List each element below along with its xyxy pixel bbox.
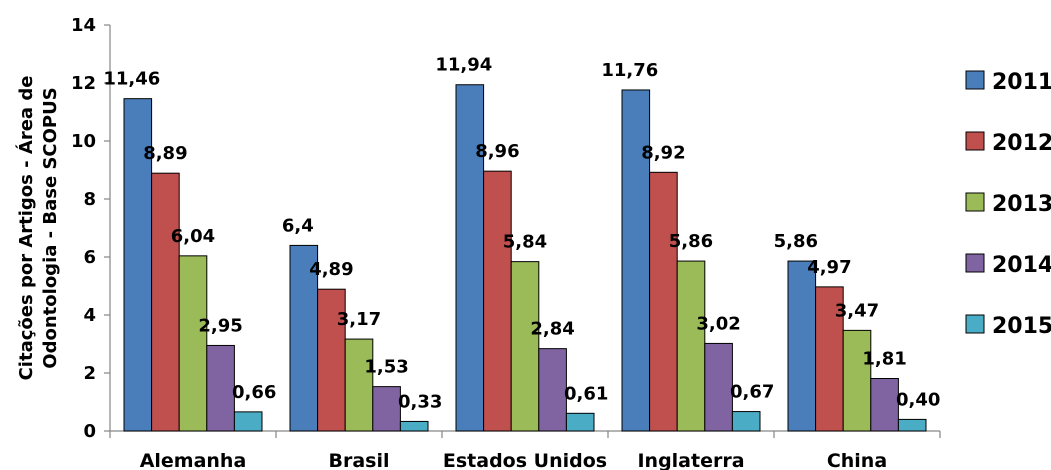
data-label-china-2012: 4,97 [807,257,851,278]
bar-alemanha-2014 [206,344,235,432]
data-label-estados-unidos-2013: 5,84 [503,232,547,253]
bar-inglaterra-2013 [676,260,706,432]
legend-swatch-2011 [965,70,985,90]
x-tick-label-china: China [827,450,887,470]
data-label-inglaterra-2015: 0,67 [730,382,774,403]
bars [123,84,927,432]
bar-inglaterra-2014 [704,342,733,432]
legend-label-2015: 2015 [992,314,1051,339]
data-label-inglaterra-2014: 3,02 [696,313,740,334]
data-label-estados-unidos-2014: 2,84 [530,319,574,340]
data-label-china-2015: 0,40 [896,389,940,410]
bar-brasil-2012 [317,288,346,432]
y-axis-title-line: Odontologia - Base SCOPUS [40,87,61,368]
data-label-alemanha-2015: 0,66 [232,382,276,403]
y-axis-title-line: Citações por Artigos - Área de [15,76,37,381]
legend-swatch-2015 [965,314,985,334]
y-tick-label: 6 [83,247,96,268]
data-label-inglaterra-2011: 11,76 [601,60,658,81]
data-label-brasil-2015: 0,33 [398,391,442,412]
data-label-brasil-2012: 4,89 [309,259,353,280]
bar-estados-unidos-2015 [565,412,595,432]
y-tick-label: 2 [83,363,96,384]
x-tick-label-brasil: Brasil [328,450,389,470]
data-label-china-2014: 1,81 [862,349,906,370]
data-label-estados-unidos-2012: 8,96 [475,141,519,162]
bar-china-2013 [842,329,872,432]
legend: 2011 2012 2013 2014 2015 [965,70,1051,339]
y-tick-label: 4 [83,305,96,326]
bar-china-2014 [870,378,899,432]
legend-label-2012: 2012 [992,131,1051,156]
bar-alemanha-2015 [233,411,263,432]
bar-brasil-2013 [344,338,374,432]
data-label-brasil-2011: 6,4 [282,215,314,236]
data-label-estados-unidos-2011: 11,94 [435,55,492,76]
y-axis-title: Citações por Artigos - Área de Odontologi… [15,76,61,381]
data-label-inglaterra-2012: 8,92 [641,142,685,163]
y-tick-label: 0 [83,421,96,442]
data-label-china-2013: 3,47 [835,300,879,321]
legend-swatch-2013 [965,192,985,212]
bar-estados-unidos-2012 [483,170,512,432]
bar-estados-unidos-2014 [538,348,567,432]
y-tick-label: 12 [71,73,96,94]
y-tick-label: 14 [71,15,96,36]
data-label-china-2011: 5,86 [774,231,818,252]
data-labels: 11,46 6,4 11,94 11,76 5,86 8,89 4,89 8,96 8,92 4,… [103,55,940,413]
bar-inglaterra-2011 [621,89,651,432]
data-label-alemanha-2011: 11,46 [103,69,160,90]
bar-china-2011 [787,260,817,432]
y-axis: 0 2 4 6 8 10 12 14 [71,15,111,442]
data-label-brasil-2013: 3,17 [337,309,381,330]
x-tick-label-estados-unidos: Estados Unidos [443,450,607,470]
bar-brasil-2015 [399,420,429,432]
bar-alemanha-2012 [151,172,180,432]
bar-alemanha-2011 [123,98,153,432]
legend-label-2014: 2014 [992,253,1051,278]
data-label-inglaterra-2013: 5,86 [669,231,713,252]
data-label-estados-unidos-2015: 0,61 [564,383,608,404]
bar-inglaterra-2012 [649,171,678,432]
data-label-alemanha-2012: 8,89 [143,143,187,164]
y-tick-label: 10 [71,131,96,152]
legend-swatch-2014 [965,253,985,273]
bar-estados-unidos-2013 [510,261,540,432]
bar-brasil-2014 [372,386,401,432]
y-tick-label: 8 [83,189,96,210]
bar-alemanha-2013 [178,255,208,432]
bar-china-2015 [897,418,927,432]
bar-brasil-2011 [289,244,319,432]
legend-label-2011: 2011 [992,70,1051,95]
data-label-alemanha-2014: 2,95 [198,315,242,336]
legend-swatch-2012 [965,131,985,151]
data-label-alemanha-2013: 6,04 [171,226,215,247]
legend-label-2013: 2013 [992,192,1051,217]
bar-estados-unidos-2011 [455,84,485,432]
x-tick-label-alemanha: Alemanha [140,450,247,470]
x-axis: Alemanha Brasil Estados Unidos Inglaterra Ch… [109,430,941,470]
data-label-brasil-2014: 1,53 [364,357,408,378]
bar-inglaterra-2015 [731,411,761,432]
x-tick-label-inglaterra: Inglaterra [637,450,744,470]
